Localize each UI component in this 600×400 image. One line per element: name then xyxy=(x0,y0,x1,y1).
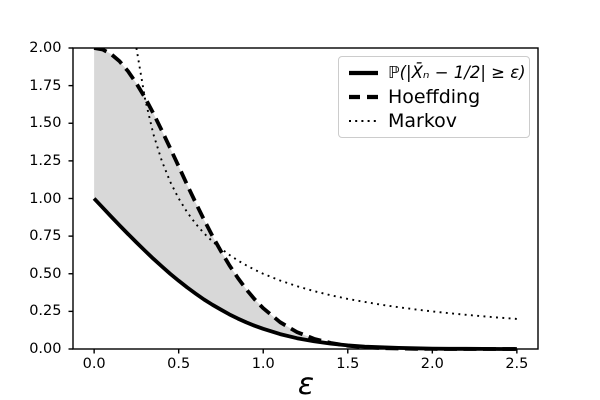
hoeffding-curve xyxy=(93,48,517,351)
y-tick-label: 1.00 xyxy=(29,190,62,207)
x-tick-label: 1.5 xyxy=(336,356,360,372)
y-tick-label: 0.00 xyxy=(29,341,62,357)
legend-item-hoeffding: Hoeffding xyxy=(348,85,520,109)
legend-label-markov: Markov xyxy=(388,110,458,132)
y-tick-label: 2.00 xyxy=(29,40,62,56)
legend-item-prob: ℙ(|X̄ₙ − 1/2| ≥ ε) xyxy=(348,61,526,85)
x-tick-label: 1.0 xyxy=(251,356,275,372)
y-tick-label: 0.50 xyxy=(29,265,62,282)
y-tick-label: 1.75 xyxy=(29,77,62,94)
legend-label-hoeffding: Hoeffding xyxy=(388,86,481,108)
x-tick-label: 2.0 xyxy=(420,356,444,372)
y-tick-label: 1.25 xyxy=(29,152,62,169)
legend: ℙ(|X̄ₙ − 1/2| ≥ ε) Hoeffding Markov xyxy=(338,56,530,138)
y-tick-label: 0.75 xyxy=(29,228,62,245)
x-tick-label: 0.0 xyxy=(82,356,106,372)
x-axis-label: ε xyxy=(297,367,315,400)
shaded-region xyxy=(94,48,517,349)
legend-label-prob: ℙ(|X̄ₙ − 1/2| ≥ ε) xyxy=(388,63,526,82)
legend-line-sample-solid xyxy=(349,70,378,76)
legend-item-markov: Markov xyxy=(348,109,520,133)
x-tick-label: 2.5 xyxy=(505,356,529,372)
legend-line-sample-dotted xyxy=(349,120,379,122)
x-tick-label: 0.5 xyxy=(167,356,191,372)
y-tick-label: 0.25 xyxy=(29,303,62,320)
y-tick-label: 1.50 xyxy=(29,115,62,132)
legend-line-sample-dashed xyxy=(349,94,379,100)
markov-curve xyxy=(135,48,517,320)
